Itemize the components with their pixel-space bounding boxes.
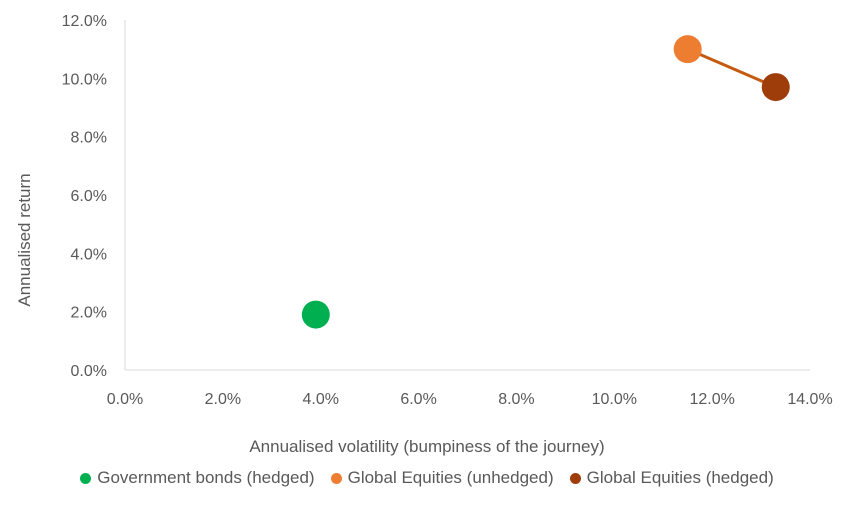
- x-tick-label: 4.0%: [302, 391, 338, 408]
- x-tick-label: 0.0%: [107, 391, 143, 408]
- legend-label: Global Equities (unhedged): [347, 468, 554, 487]
- y-tick-label: 2.0%: [71, 305, 107, 322]
- connector-lines: [687, 47, 777, 89]
- legend-marker-icon: [330, 472, 342, 484]
- y-tick-label: 8.0%: [71, 130, 107, 147]
- x-axis-title: Annualised volatility (bumpiness of the …: [249, 437, 604, 456]
- data-point: [673, 35, 702, 64]
- x-tick-label: 8.0%: [498, 391, 534, 408]
- x-tick-label: 6.0%: [400, 391, 436, 408]
- y-tick-label: 12.0%: [62, 13, 107, 30]
- x-tick-label: 10.0%: [592, 391, 637, 408]
- y-axis-title: Annualised return: [15, 173, 34, 306]
- data-point: [761, 73, 790, 102]
- legend-label: Government bonds (hedged): [97, 468, 315, 487]
- connector-line: [687, 47, 777, 89]
- y-tick-label: 0.0%: [71, 363, 107, 380]
- data-point: [301, 300, 330, 329]
- legend-marker-icon: [80, 472, 92, 484]
- y-tick-label: 4.0%: [71, 246, 107, 263]
- legend-item-global-equities-unhedged: Global Equities (unhedged): [330, 468, 554, 488]
- x-tick-label: 12.0%: [689, 391, 734, 408]
- legend-item-government-bonds: Government bonds (hedged): [80, 468, 315, 488]
- x-tick-labels: 0.0% 2.0% 4.0% 6.0% 8.0% 10.0% 12.0% 14.0%: [107, 391, 833, 408]
- y-tick-label: 6.0%: [71, 188, 107, 205]
- x-tick-label: 2.0%: [205, 391, 241, 408]
- legend-label: Global Equities (hedged): [586, 468, 774, 487]
- data-points: [301, 35, 790, 329]
- legend-item-global-equities-hedged: Global Equities (hedged): [569, 468, 774, 488]
- y-tick-label: 10.0%: [62, 71, 107, 88]
- legend-marker-icon: [569, 472, 581, 484]
- chart-legend: Government bonds (hedged) Global Equitie…: [0, 468, 854, 488]
- y-tick-labels: 0.0% 2.0% 4.0% 6.0% 8.0% 10.0% 12.0%: [62, 13, 107, 380]
- x-tick-label: 14.0%: [787, 391, 832, 408]
